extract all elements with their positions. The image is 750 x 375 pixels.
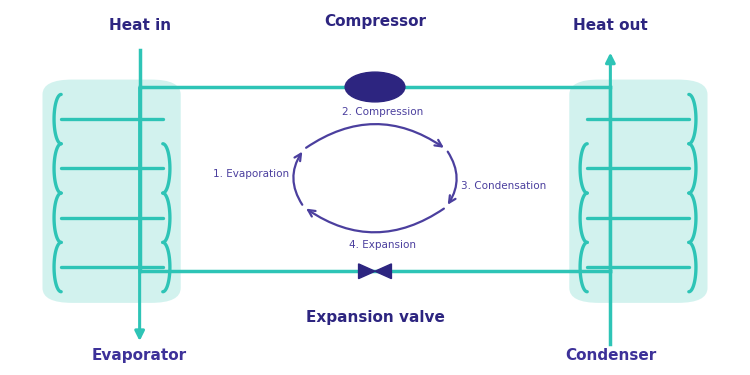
Text: Condenser: Condenser [565, 348, 656, 363]
Text: 4. Expansion: 4. Expansion [349, 240, 416, 250]
Text: 3. Condensation: 3. Condensation [461, 181, 546, 190]
Polygon shape [358, 264, 375, 279]
Circle shape [345, 72, 405, 102]
Text: Heat out: Heat out [573, 18, 648, 33]
Text: Compressor: Compressor [324, 14, 426, 29]
Text: Expansion valve: Expansion valve [305, 310, 445, 326]
Text: Heat in: Heat in [109, 18, 171, 33]
Polygon shape [375, 264, 392, 279]
Text: Evaporator: Evaporator [92, 348, 188, 363]
FancyBboxPatch shape [569, 80, 707, 303]
Text: 1. Evaporation: 1. Evaporation [213, 170, 289, 180]
Text: 2. Compression: 2. Compression [342, 107, 423, 117]
FancyBboxPatch shape [43, 80, 181, 303]
